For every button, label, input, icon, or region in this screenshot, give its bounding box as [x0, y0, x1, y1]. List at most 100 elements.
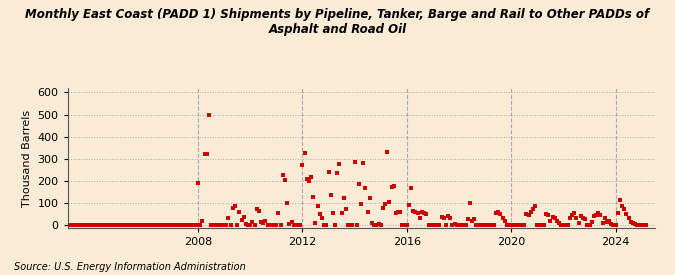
Point [297, 163, 308, 167]
Point [134, 223, 144, 227]
Point [619, 207, 630, 212]
Point [242, 223, 253, 227]
Point [539, 223, 549, 227]
Point [215, 223, 225, 227]
Point [452, 223, 462, 227]
Point [469, 217, 480, 222]
Point [184, 223, 194, 227]
Point [265, 223, 275, 227]
Point [410, 210, 421, 214]
Point [262, 223, 273, 227]
Point [223, 216, 234, 221]
Point [304, 178, 315, 183]
Point [147, 223, 158, 227]
Point [295, 223, 306, 227]
Point [327, 211, 338, 215]
Point [575, 214, 586, 218]
Text: Source: U.S. Energy Information Administration: Source: U.S. Energy Information Administ… [14, 262, 245, 272]
Point [169, 223, 180, 227]
Point [519, 223, 530, 227]
Point [391, 211, 402, 215]
Point [260, 218, 271, 223]
Point [343, 223, 354, 227]
Point [208, 223, 219, 227]
Point [562, 223, 573, 227]
Point [158, 223, 169, 227]
Y-axis label: Thousand Barrels: Thousand Barrels [22, 109, 32, 207]
Point [182, 223, 192, 227]
Point [164, 223, 175, 227]
Point [621, 212, 632, 216]
Point [582, 223, 593, 227]
Point [523, 213, 534, 217]
Point [597, 221, 608, 225]
Point [136, 223, 147, 227]
Point [382, 150, 393, 154]
Point [358, 161, 369, 165]
Point [477, 223, 488, 227]
Point [456, 223, 466, 227]
Point [101, 223, 112, 227]
Point [612, 211, 623, 215]
Point [332, 171, 343, 175]
Point [484, 223, 495, 227]
Point [408, 208, 418, 213]
Point [356, 202, 367, 206]
Point [73, 223, 84, 227]
Point [210, 223, 221, 227]
Point [71, 223, 82, 227]
Point [275, 223, 286, 227]
Point [340, 207, 351, 212]
Point [489, 223, 500, 227]
Point [447, 223, 458, 227]
Point [473, 223, 484, 227]
Point [632, 223, 643, 227]
Point [369, 223, 379, 227]
Point [504, 223, 514, 227]
Point [317, 216, 327, 221]
Point [203, 112, 214, 117]
Point [313, 204, 323, 208]
Point [384, 200, 395, 204]
Point [114, 223, 125, 227]
Point [195, 223, 206, 227]
Point [188, 223, 199, 227]
Point [78, 223, 88, 227]
Point [377, 206, 388, 211]
Point [151, 223, 162, 227]
Point [508, 223, 519, 227]
Text: Monthly East Coast (PADD 1) Shipments by Pipeline, Tanker, Barge and Rail to Oth: Monthly East Coast (PADD 1) Shipments by… [26, 8, 649, 36]
Point [493, 210, 504, 214]
Point [402, 223, 412, 227]
Point [347, 223, 358, 227]
Point [354, 182, 364, 186]
Point [62, 223, 73, 227]
Point [454, 223, 464, 227]
Point [227, 206, 238, 211]
Point [197, 219, 208, 223]
Point [92, 223, 103, 227]
Point [584, 223, 595, 227]
Point [171, 223, 182, 227]
Point [406, 186, 416, 191]
Point [117, 223, 128, 227]
Point [199, 152, 210, 156]
Point [230, 204, 240, 208]
Point [480, 223, 491, 227]
Point [556, 223, 566, 227]
Point [471, 223, 482, 227]
Point [423, 223, 434, 227]
Point [108, 223, 119, 227]
Point [221, 223, 232, 227]
Point [176, 223, 186, 227]
Point [336, 211, 347, 215]
Point [132, 223, 142, 227]
Point [587, 219, 597, 224]
Point [310, 221, 321, 225]
Point [512, 223, 523, 227]
Point [630, 222, 641, 226]
Point [464, 201, 475, 205]
Point [144, 223, 155, 227]
Point [121, 223, 132, 227]
Point [564, 216, 575, 221]
